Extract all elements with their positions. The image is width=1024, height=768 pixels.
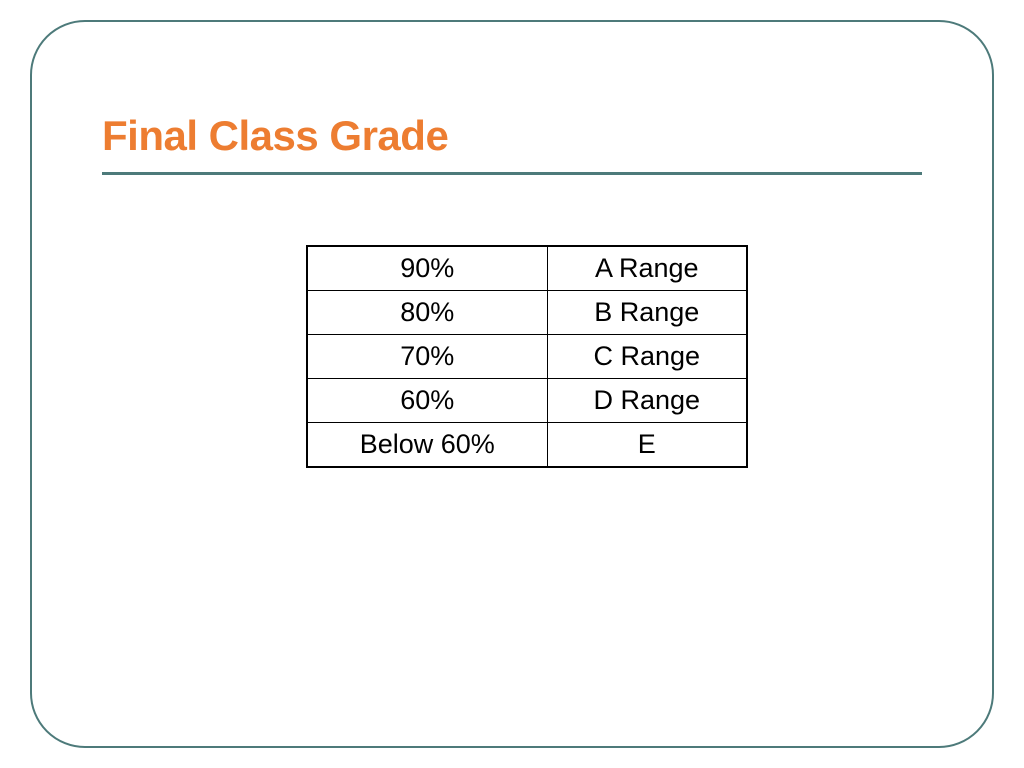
slide-frame: Final Class Grade 90% A Range 80% B Rang… <box>30 20 994 748</box>
table-row: 70% C Range <box>307 335 747 379</box>
cell-percent: Below 60% <box>307 423 547 468</box>
cell-grade: A Range <box>547 246 747 291</box>
cell-percent: 90% <box>307 246 547 291</box>
cell-grade: C Range <box>547 335 747 379</box>
table-row: Below 60% E <box>307 423 747 468</box>
table-row: 90% A Range <box>307 246 747 291</box>
table-container: 90% A Range 80% B Range 70% C Range 60% … <box>102 245 922 468</box>
content-area: Final Class Grade 90% A Range 80% B Rang… <box>32 22 992 508</box>
cell-grade: E <box>547 423 747 468</box>
cell-percent: 60% <box>307 379 547 423</box>
cell-grade: D Range <box>547 379 747 423</box>
table-row: 60% D Range <box>307 379 747 423</box>
grade-table: 90% A Range 80% B Range 70% C Range 60% … <box>306 245 748 468</box>
table-row: 80% B Range <box>307 291 747 335</box>
cell-percent: 80% <box>307 291 547 335</box>
cell-percent: 70% <box>307 335 547 379</box>
cell-grade: B Range <box>547 291 747 335</box>
title-underline <box>102 172 922 175</box>
slide-title: Final Class Grade <box>102 112 922 160</box>
